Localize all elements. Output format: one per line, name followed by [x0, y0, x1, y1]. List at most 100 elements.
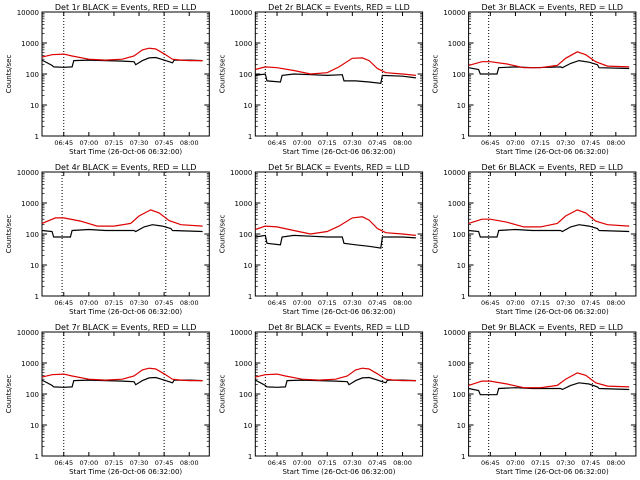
- y-tick-label: 100: [452, 71, 465, 79]
- y-tick-label: 1000: [234, 360, 252, 368]
- x-tick-label: 07:30: [556, 299, 575, 307]
- y-tick-label: 1000: [448, 40, 466, 48]
- plot-frame: [41, 331, 210, 457]
- x-tick-label: 07:15: [531, 299, 550, 307]
- y-tick-label: 10: [30, 102, 39, 110]
- y-tick-label: 1: [248, 293, 252, 301]
- x-tick-label: 08:00: [180, 139, 199, 147]
- y-axis-label: Counts/sec: [5, 215, 13, 254]
- x-tick-label: 08:00: [180, 459, 199, 467]
- chart-title: Det 1r BLACK = Events, RED = LLD: [55, 3, 197, 12]
- x-tick-label: 07:15: [105, 299, 124, 307]
- chart-panel-6: Det 6r BLACK = Events, RED = LLD 1 10 100 10…: [432, 163, 637, 316]
- x-tick-label: 08:00: [393, 299, 412, 307]
- y-tick-label: 1000: [21, 40, 39, 48]
- x-tick-label: 07:45: [368, 299, 387, 307]
- y-tick-label: 10: [30, 422, 39, 430]
- y-tick-label: 10: [30, 262, 39, 270]
- y-axis-label: Counts/sec: [5, 55, 13, 94]
- y-tick-label: 1000: [21, 360, 39, 368]
- y-tick-label: 1000: [21, 200, 39, 208]
- x-tick-label: 07:00: [506, 139, 525, 147]
- x-tick-label: 06:45: [481, 139, 500, 147]
- x-tick-label: 07:00: [506, 459, 525, 467]
- y-axis-label: Counts/sec: [218, 215, 226, 254]
- events-series-line: [255, 234, 416, 249]
- x-tick-label: 07:45: [155, 139, 174, 147]
- lld-series-line: [255, 367, 416, 382]
- y-tick-label: 1000: [234, 200, 252, 208]
- y-tick-label: 10000: [17, 169, 39, 177]
- y-axis-label: Counts/sec: [432, 375, 440, 414]
- lld-series-line: [468, 51, 630, 69]
- x-tick-label: 06:45: [268, 459, 287, 467]
- y-tick-label: 100: [239, 231, 252, 239]
- y-axis-label: Counts/sec: [218, 55, 226, 94]
- events-series-line: [468, 224, 630, 238]
- y-tick-label: 10000: [230, 329, 252, 337]
- y-tick-label: 100: [26, 231, 39, 239]
- y-tick-label: 1: [35, 293, 39, 301]
- x-axis-label: Start Time (26-Oct-06 06:32:00): [69, 148, 182, 156]
- x-axis-label: Start Time (26-Oct-06 06:32:00): [282, 308, 395, 316]
- lld-series-line: [41, 209, 203, 227]
- x-axis-label: Start Time (26-Oct-06 06:32:00): [282, 468, 395, 476]
- y-tick-label: 1: [461, 133, 465, 141]
- chart-title: Det 5r BLACK = Events, RED = LLD: [268, 163, 410, 172]
- events-series-line: [468, 59, 630, 75]
- x-tick-label: 07:30: [556, 139, 575, 147]
- y-tick-label: 10000: [443, 329, 465, 337]
- chart-panel-3: Det 3r BLACK = Events, RED = LLD 1 10 100 10…: [432, 3, 637, 156]
- x-tick-label: 07:00: [293, 459, 312, 467]
- y-tick-label: 10: [243, 422, 252, 430]
- y-tick-label: 10: [457, 422, 466, 430]
- y-tick-label: 1: [248, 453, 252, 461]
- x-tick-label: 06:45: [54, 299, 73, 307]
- x-axis-label: Start Time (26-Oct-06 06:32:00): [282, 148, 395, 156]
- x-tick-label: 06:45: [481, 299, 500, 307]
- y-tick-label: 1: [461, 453, 465, 461]
- x-tick-label: 08:00: [606, 139, 625, 147]
- chart-title: Det 2r BLACK = Events, RED = LLD: [268, 3, 410, 12]
- y-tick-label: 100: [452, 231, 465, 239]
- y-tick-label: 1000: [448, 360, 466, 368]
- x-tick-label: 07:15: [318, 139, 337, 147]
- x-tick-label: 08:00: [606, 459, 625, 467]
- lld-series-line: [468, 372, 630, 389]
- y-tick-label: 100: [452, 391, 465, 399]
- y-tick-label: 1: [248, 133, 252, 141]
- y-tick-label: 10: [243, 102, 252, 110]
- lld-series-line: [41, 47, 203, 62]
- events-series-line: [255, 376, 416, 388]
- lld-series-line: [255, 57, 416, 76]
- y-tick-label: 10: [457, 102, 466, 110]
- x-tick-label: 08:00: [180, 299, 199, 307]
- x-tick-label: 06:45: [481, 459, 500, 467]
- x-tick-label: 07:15: [105, 459, 124, 467]
- events-series-line: [41, 56, 203, 68]
- x-tick-label: 06:45: [268, 139, 287, 147]
- chart-title: Det 4r BLACK = Events, RED = LLD: [55, 163, 197, 172]
- x-axis-label: Start Time (26-Oct-06 06:32:00): [496, 148, 609, 156]
- chart-title: Det 6r BLACK = Events, RED = LLD: [481, 163, 623, 172]
- chart-panel-7: Det 7r BLACK = Events, RED = LLD 1 10 100 10…: [5, 323, 210, 476]
- x-tick-label: 07:30: [130, 299, 149, 307]
- chart-panel-4: Det 4r BLACK = Events, RED = LLD 1 10 100 10…: [5, 163, 210, 316]
- y-tick-label: 1: [461, 293, 465, 301]
- plot-frame: [41, 171, 210, 297]
- x-tick-label: 07:00: [506, 299, 525, 307]
- x-tick-label: 07:30: [343, 139, 362, 147]
- y-tick-label: 10000: [230, 169, 252, 177]
- y-tick-label: 100: [239, 71, 252, 79]
- x-tick-label: 07:00: [293, 299, 312, 307]
- x-tick-label: 08:00: [606, 299, 625, 307]
- lld-series-line: [468, 209, 630, 228]
- x-tick-label: 07:45: [155, 299, 174, 307]
- x-tick-label: 07:30: [556, 459, 575, 467]
- y-tick-label: 1000: [234, 40, 252, 48]
- events-series-line: [255, 73, 416, 84]
- y-tick-label: 10: [457, 262, 466, 270]
- y-tick-label: 100: [239, 391, 252, 399]
- x-tick-label: 06:45: [268, 299, 287, 307]
